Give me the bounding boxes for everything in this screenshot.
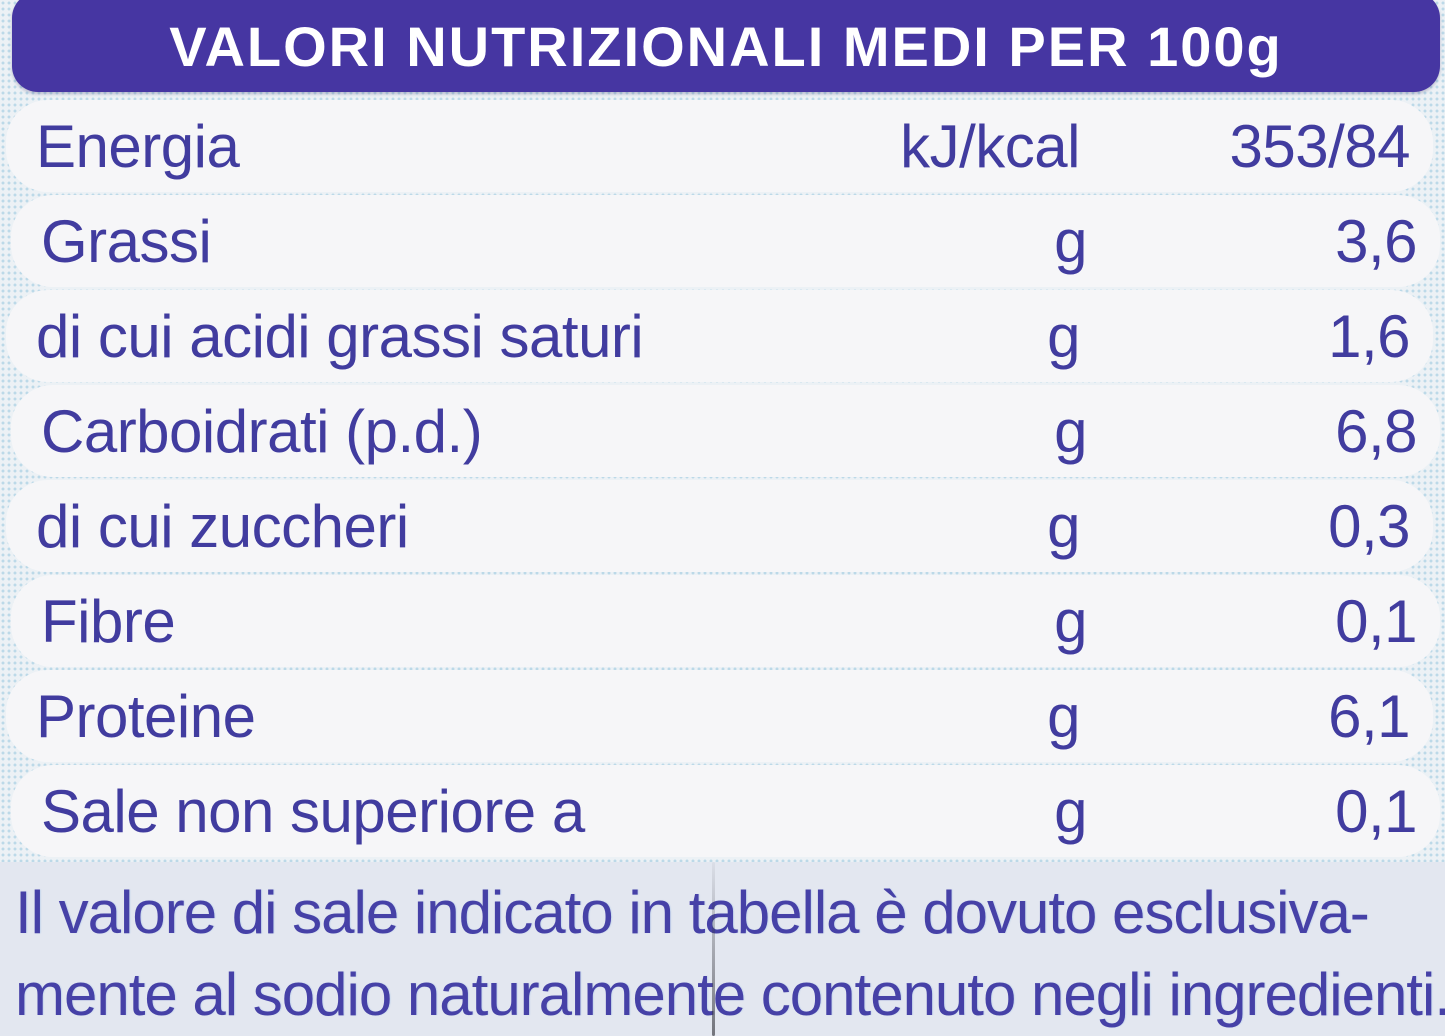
nutrient-name: Carboidrati (p.d.) [41,397,483,465]
table-row: Carboidrati (p.d.) g 6,8 [11,385,1440,477]
nutrient-unit: g [1054,587,1087,655]
table-row: di cui zuccheri g 0,3 [6,480,1433,572]
nutrient-value: 0,1 [1335,587,1417,655]
footnote-line-2: mente al sodio naturalmente contenuto ne… [15,961,1445,1028]
nutrient-name: Sale non superiore a [41,777,585,845]
package-crease-mark [712,862,715,1036]
table-row: Sale non superiore a g 0,1 [11,765,1440,857]
table-header-banner: VALORI NUTRIZIONALI MEDI PER 100g [12,0,1440,92]
nutrient-unit: kJ/kcal [900,112,1080,180]
footnote: Il valore di sale indicato in tabella è … [0,862,1445,1036]
table-row: Proteine g 6,1 [6,670,1433,762]
nutrient-name: di cui zuccheri [36,492,409,560]
nutrition-table: Energia kJ/kcal 353/84 Grassi g 3,6 di c… [0,100,1445,857]
nutrient-name: Energia [36,112,240,180]
nutrient-value: 353/84 [1229,112,1410,180]
nutrient-unit: g [1054,207,1087,275]
nutrient-name: Fibre [41,587,176,655]
nutrient-value: 6,8 [1335,397,1417,465]
nutrient-unit: g [1054,397,1087,465]
table-row: Energia kJ/kcal 353/84 [6,100,1433,192]
nutrient-name: Proteine [36,682,256,750]
nutrient-value: 1,6 [1328,302,1410,370]
nutrient-name: Grassi [41,207,212,275]
table-row: Fibre g 0,1 [11,575,1440,667]
nutrient-value: 0,3 [1328,492,1410,560]
nutrient-value: 6,1 [1328,682,1410,750]
nutrient-unit: g [1054,777,1087,845]
nutrient-name: di cui acidi grassi saturi [36,302,644,370]
nutrient-unit: g [1047,682,1080,750]
footnote-line-1: Il valore di sale indicato in tabella è … [15,879,1370,946]
nutrient-unit: g [1047,492,1080,560]
table-row: di cui acidi grassi saturi g 1,6 [6,290,1433,382]
nutrient-unit: g [1047,302,1080,370]
table-title: VALORI NUTRIZIONALI MEDI PER 100g [169,14,1283,78]
nutrient-value: 0,1 [1335,777,1417,845]
nutrient-value: 3,6 [1335,207,1417,275]
table-row: Grassi g 3,6 [11,195,1440,287]
